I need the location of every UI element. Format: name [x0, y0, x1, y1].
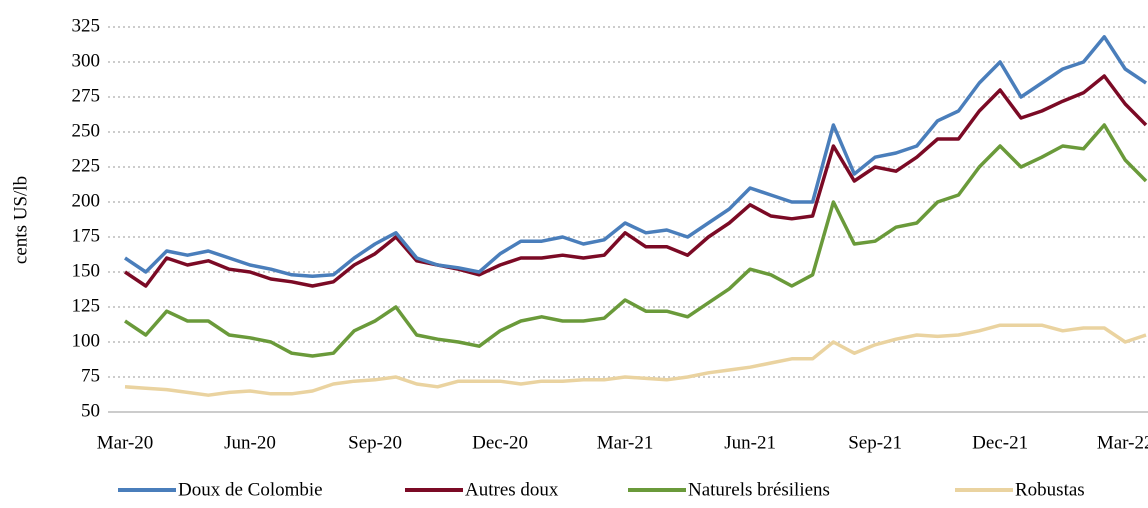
y-tick-label: 150	[72, 260, 101, 281]
legend-label: Autres doux	[465, 479, 559, 500]
legend-label: Naturels brésiliens	[688, 479, 830, 500]
y-tick-label: 200	[72, 190, 101, 211]
legend-label: Robustas	[1015, 479, 1085, 500]
y-tick-label: 75	[81, 365, 100, 386]
line-series	[124, 123, 1148, 358]
x-tick-label: Mar-21	[597, 432, 654, 453]
y-tick-label: 325	[72, 15, 101, 36]
y-tick-label: 175	[72, 225, 101, 246]
x-tick-label: Mar-22	[1097, 432, 1148, 453]
line-series	[124, 323, 1147, 397]
x-tick-label: Jun-20	[224, 432, 276, 453]
y-tick-label: 50	[81, 400, 100, 421]
y-tick-label: 125	[72, 295, 101, 316]
x-tick-label: Jun-21	[724, 432, 776, 453]
legend-label: Doux de Colombie	[178, 479, 323, 500]
x-tick-label: Dec-20	[472, 432, 528, 453]
x-tick-label: Dec-21	[972, 432, 1028, 453]
x-tick-label: Sep-21	[848, 432, 902, 453]
y-axis-label: cents US/lb	[10, 176, 31, 264]
x-tick-label: Sep-20	[348, 432, 402, 453]
y-tick-label: 225	[72, 155, 101, 176]
y-tick-label: 100	[72, 330, 101, 351]
y-tick-label: 250	[72, 120, 101, 141]
line-series	[124, 35, 1147, 278]
x-tick-label: Mar-20	[97, 432, 154, 453]
line-series	[124, 74, 1148, 288]
y-tick-label: 300	[72, 50, 101, 71]
y-tick-label: 275	[72, 85, 101, 106]
